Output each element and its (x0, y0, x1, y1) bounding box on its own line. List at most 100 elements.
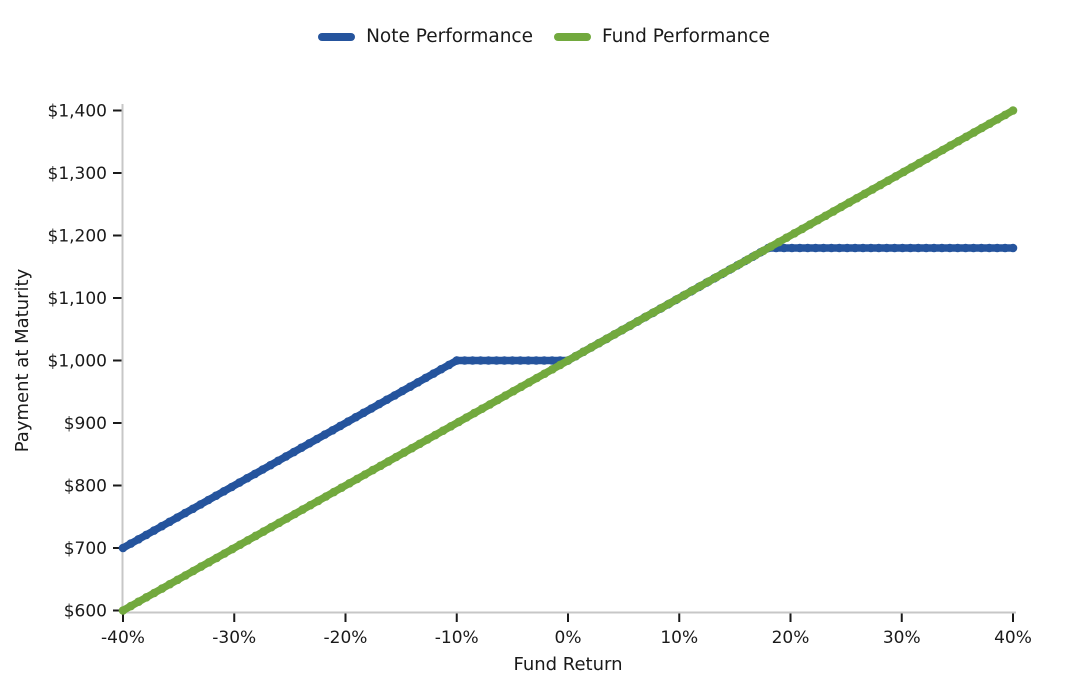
series-marker (126, 539, 136, 548)
series-marker (954, 136, 963, 146)
series-marker (835, 243, 844, 253)
legend: Note Performance Fund Performance (0, 26, 1088, 48)
series-marker (743, 255, 752, 264)
series-marker (649, 308, 659, 317)
x-tick-label: -10% (435, 628, 479, 648)
series-marker (876, 180, 885, 190)
series-marker (431, 430, 440, 440)
series-marker (157, 584, 167, 593)
series-marker (444, 360, 454, 370)
series-marker (384, 457, 393, 466)
series-marker (688, 286, 698, 295)
series-marker (883, 176, 893, 185)
series-marker (665, 299, 674, 308)
series-marker (868, 185, 877, 194)
series-marker (790, 229, 799, 238)
series-marker (251, 531, 260, 541)
series-marker (142, 530, 151, 540)
series-marker (827, 243, 836, 253)
series-marker (149, 526, 159, 535)
series-marker (610, 329, 620, 339)
series-marker (173, 513, 182, 522)
series-marker (274, 518, 284, 528)
series-marker (547, 356, 557, 365)
series-marker (985, 243, 994, 253)
series-marker (524, 378, 534, 387)
series-marker (180, 508, 190, 518)
series-marker (1008, 243, 1018, 253)
series-marker (969, 243, 978, 253)
x-tick-label: 30% (883, 628, 921, 648)
series-marker (509, 386, 518, 396)
series-marker (891, 172, 901, 181)
series-marker (797, 224, 807, 234)
x-tick-label: 20% (772, 628, 810, 648)
series-marker (460, 356, 470, 365)
note-performance-line-swatch (318, 33, 356, 42)
series-marker (134, 597, 143, 606)
series-marker (882, 243, 891, 253)
series-marker (267, 522, 276, 532)
legend-label-note-performance: Note Performance (366, 26, 533, 47)
series-marker (281, 452, 291, 461)
series-marker (227, 482, 236, 492)
series-marker (165, 579, 175, 589)
series-marker (531, 356, 541, 365)
x-tick-label: -40% (101, 628, 145, 648)
series-marker (906, 243, 915, 253)
series-marker (858, 243, 868, 253)
series-marker (782, 233, 791, 242)
y-tick-label: $700 (64, 539, 107, 559)
series-marker (374, 399, 384, 409)
series-marker (212, 553, 221, 563)
series-marker (712, 272, 721, 282)
series-marker (602, 334, 612, 343)
series-marker (477, 404, 487, 414)
series-marker (142, 593, 151, 602)
series-marker (118, 606, 128, 615)
series-marker (657, 303, 666, 313)
y-tick-label: $1,400 (48, 102, 107, 122)
series-marker (548, 365, 557, 374)
series-marker (242, 473, 252, 483)
series-marker (961, 243, 970, 253)
y-tick-label: $600 (64, 602, 107, 622)
series-marker (382, 395, 392, 405)
y-tick-label: $800 (64, 477, 107, 497)
series-marker (890, 243, 899, 253)
series-marker (961, 132, 971, 142)
series-marker (898, 243, 907, 253)
series-marker (501, 391, 510, 400)
series-marker (795, 243, 805, 253)
series-marker (993, 115, 1002, 124)
series-marker (429, 369, 438, 378)
legend-item-note-performance: Note Performance (318, 26, 533, 48)
series-line-note-performance (119, 244, 1017, 552)
series-marker (329, 487, 339, 497)
series-marker (563, 356, 573, 365)
y-tick-label: $900 (64, 414, 107, 434)
x-tick-label: -30% (212, 628, 256, 648)
series-marker (413, 378, 423, 387)
y-tick-label: $1,300 (48, 164, 107, 184)
series-marker (852, 193, 862, 203)
series-marker (860, 189, 869, 199)
series-marker (922, 154, 932, 163)
series-marker (985, 119, 994, 128)
series-marker (811, 243, 820, 253)
series-marker (766, 242, 776, 251)
series-marker (337, 483, 346, 493)
series-marker (929, 243, 939, 253)
series-marker (134, 535, 143, 544)
series-marker (696, 281, 705, 291)
series-marker (328, 426, 337, 435)
series-marker (1008, 106, 1018, 115)
series-marker (727, 264, 737, 273)
series-marker (555, 360, 565, 370)
series-marker (516, 356, 525, 365)
series-marker (803, 243, 812, 253)
series-marker (540, 369, 549, 379)
series-marker (969, 128, 979, 137)
